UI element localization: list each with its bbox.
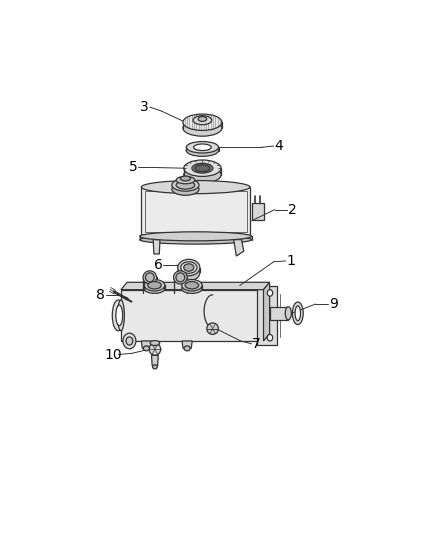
Ellipse shape xyxy=(198,117,207,122)
Polygon shape xyxy=(233,240,244,256)
Ellipse shape xyxy=(184,166,221,183)
Ellipse shape xyxy=(194,144,211,150)
Ellipse shape xyxy=(145,279,165,291)
Ellipse shape xyxy=(145,273,154,282)
Ellipse shape xyxy=(285,306,291,320)
Polygon shape xyxy=(251,204,264,220)
Ellipse shape xyxy=(172,179,199,191)
Ellipse shape xyxy=(143,346,149,351)
Ellipse shape xyxy=(117,300,124,330)
Ellipse shape xyxy=(116,305,123,326)
Text: 5: 5 xyxy=(128,160,137,174)
Ellipse shape xyxy=(295,306,300,321)
Text: 6: 6 xyxy=(154,258,163,272)
Polygon shape xyxy=(182,341,192,349)
Ellipse shape xyxy=(193,116,212,125)
Ellipse shape xyxy=(178,260,200,276)
Text: 2: 2 xyxy=(288,203,297,216)
Ellipse shape xyxy=(150,341,159,345)
Ellipse shape xyxy=(152,365,157,369)
Ellipse shape xyxy=(186,142,219,153)
Text: 10: 10 xyxy=(104,348,122,361)
Polygon shape xyxy=(153,240,160,254)
Polygon shape xyxy=(264,282,270,341)
Ellipse shape xyxy=(195,165,210,172)
Text: 7: 7 xyxy=(252,337,261,351)
Ellipse shape xyxy=(207,323,219,334)
Ellipse shape xyxy=(176,181,195,189)
Polygon shape xyxy=(270,306,288,320)
Ellipse shape xyxy=(123,333,136,349)
Ellipse shape xyxy=(267,334,273,341)
Text: 9: 9 xyxy=(328,297,338,311)
Ellipse shape xyxy=(173,271,187,284)
Polygon shape xyxy=(257,286,277,345)
Polygon shape xyxy=(121,282,270,290)
Ellipse shape xyxy=(186,145,219,156)
Polygon shape xyxy=(152,356,158,366)
Ellipse shape xyxy=(181,262,197,273)
Ellipse shape xyxy=(176,273,185,282)
Ellipse shape xyxy=(182,279,202,291)
Polygon shape xyxy=(121,290,264,341)
Text: 4: 4 xyxy=(275,139,283,153)
Ellipse shape xyxy=(182,284,202,293)
Ellipse shape xyxy=(172,183,199,195)
Polygon shape xyxy=(145,191,247,232)
Polygon shape xyxy=(141,187,250,236)
Ellipse shape xyxy=(192,163,213,173)
Ellipse shape xyxy=(141,181,250,193)
Ellipse shape xyxy=(184,264,194,271)
Ellipse shape xyxy=(183,120,222,136)
Ellipse shape xyxy=(149,343,161,356)
Ellipse shape xyxy=(176,176,195,184)
Ellipse shape xyxy=(148,281,161,289)
Text: 3: 3 xyxy=(140,100,149,114)
Ellipse shape xyxy=(184,346,190,351)
Ellipse shape xyxy=(145,284,165,293)
Ellipse shape xyxy=(185,281,199,289)
Ellipse shape xyxy=(126,337,133,345)
Ellipse shape xyxy=(293,302,303,325)
Ellipse shape xyxy=(112,300,124,330)
Ellipse shape xyxy=(140,235,251,244)
Text: 8: 8 xyxy=(96,288,105,302)
Text: 1: 1 xyxy=(286,254,295,268)
Ellipse shape xyxy=(267,290,273,296)
Polygon shape xyxy=(141,341,152,349)
Ellipse shape xyxy=(140,232,251,241)
Ellipse shape xyxy=(180,176,191,181)
Ellipse shape xyxy=(184,160,221,176)
Ellipse shape xyxy=(183,114,222,131)
Ellipse shape xyxy=(178,264,200,281)
Ellipse shape xyxy=(143,271,156,284)
